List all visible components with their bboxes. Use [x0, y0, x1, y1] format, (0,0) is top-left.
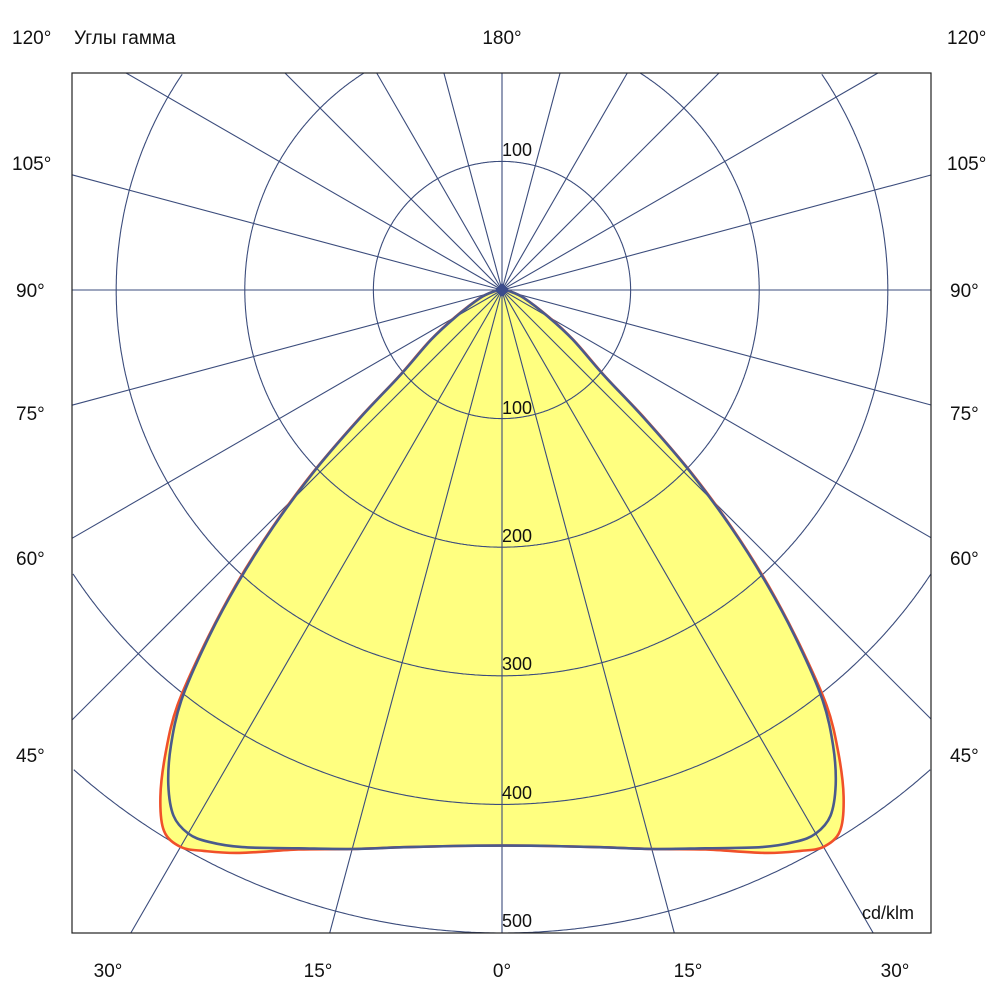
- radial-tick-label-top: 100: [502, 140, 532, 160]
- series-line-1: [166, 288, 838, 851]
- grid-circle: [244, 72, 760, 548]
- grid-radial: [501, 72, 720, 291]
- grid-radial: [125, 72, 503, 291]
- right-angle-label: 60°: [950, 549, 979, 570]
- left-angle-label: 60°: [16, 549, 45, 570]
- grid-radial: [501, 289, 675, 934]
- grid-radial: [376, 72, 503, 291]
- grid-radial: [71, 289, 503, 539]
- grid-circle: [73, 769, 931, 934]
- grid-radial: [329, 289, 503, 934]
- center-marker: [495, 283, 509, 297]
- left-angle-label: 75°: [16, 404, 45, 425]
- grid-radial: [443, 72, 503, 291]
- bottom-angle-label: 30°: [94, 961, 123, 982]
- right-angle-label: 75°: [950, 404, 979, 425]
- right-angle-label: 120°: [947, 28, 986, 49]
- grid-radial: [501, 72, 561, 291]
- top-angle-label: 180°: [482, 28, 521, 49]
- plot-frame: [71, 72, 932, 934]
- grid-radial: [501, 289, 874, 934]
- left-angle-label: 105°: [12, 154, 51, 175]
- grid-radial: [501, 72, 879, 291]
- right-angle-label: 90°: [950, 281, 979, 302]
- grid-circle: [72, 573, 932, 805]
- left-angle-label: 120°: [12, 28, 51, 49]
- grid-radial: [71, 174, 503, 291]
- grid-radial: [130, 289, 503, 934]
- grid-radial: [501, 289, 932, 406]
- left-angle-label: 45°: [16, 746, 45, 767]
- right-angle-label: 45°: [950, 746, 979, 767]
- grid-radial: [284, 72, 503, 291]
- bottom-angle-label: 0°: [493, 961, 511, 982]
- radial-tick-label: 100: [502, 398, 532, 418]
- grid-circle: [115, 73, 889, 677]
- grid-radial: [501, 289, 932, 539]
- title: Углы гамма: [74, 28, 176, 49]
- grid-radial: [501, 72, 628, 291]
- radial-tick-label: 200: [502, 526, 532, 546]
- bottom-angle-label: 15°: [674, 961, 703, 982]
- left-angle-label: 90°: [16, 281, 45, 302]
- radial-tick-label: 400: [502, 783, 532, 803]
- right-angle-label: 105°: [947, 154, 986, 175]
- radial-tick-label: 500: [502, 911, 532, 931]
- unit-label: cd/klm: [862, 903, 914, 923]
- grid-radial: [501, 174, 932, 291]
- bottom-angle-label: 30°: [881, 961, 910, 982]
- bottom-angle-label: 15°: [304, 961, 333, 982]
- radial-tick-label: 300: [502, 654, 532, 674]
- grid-radial: [71, 289, 503, 406]
